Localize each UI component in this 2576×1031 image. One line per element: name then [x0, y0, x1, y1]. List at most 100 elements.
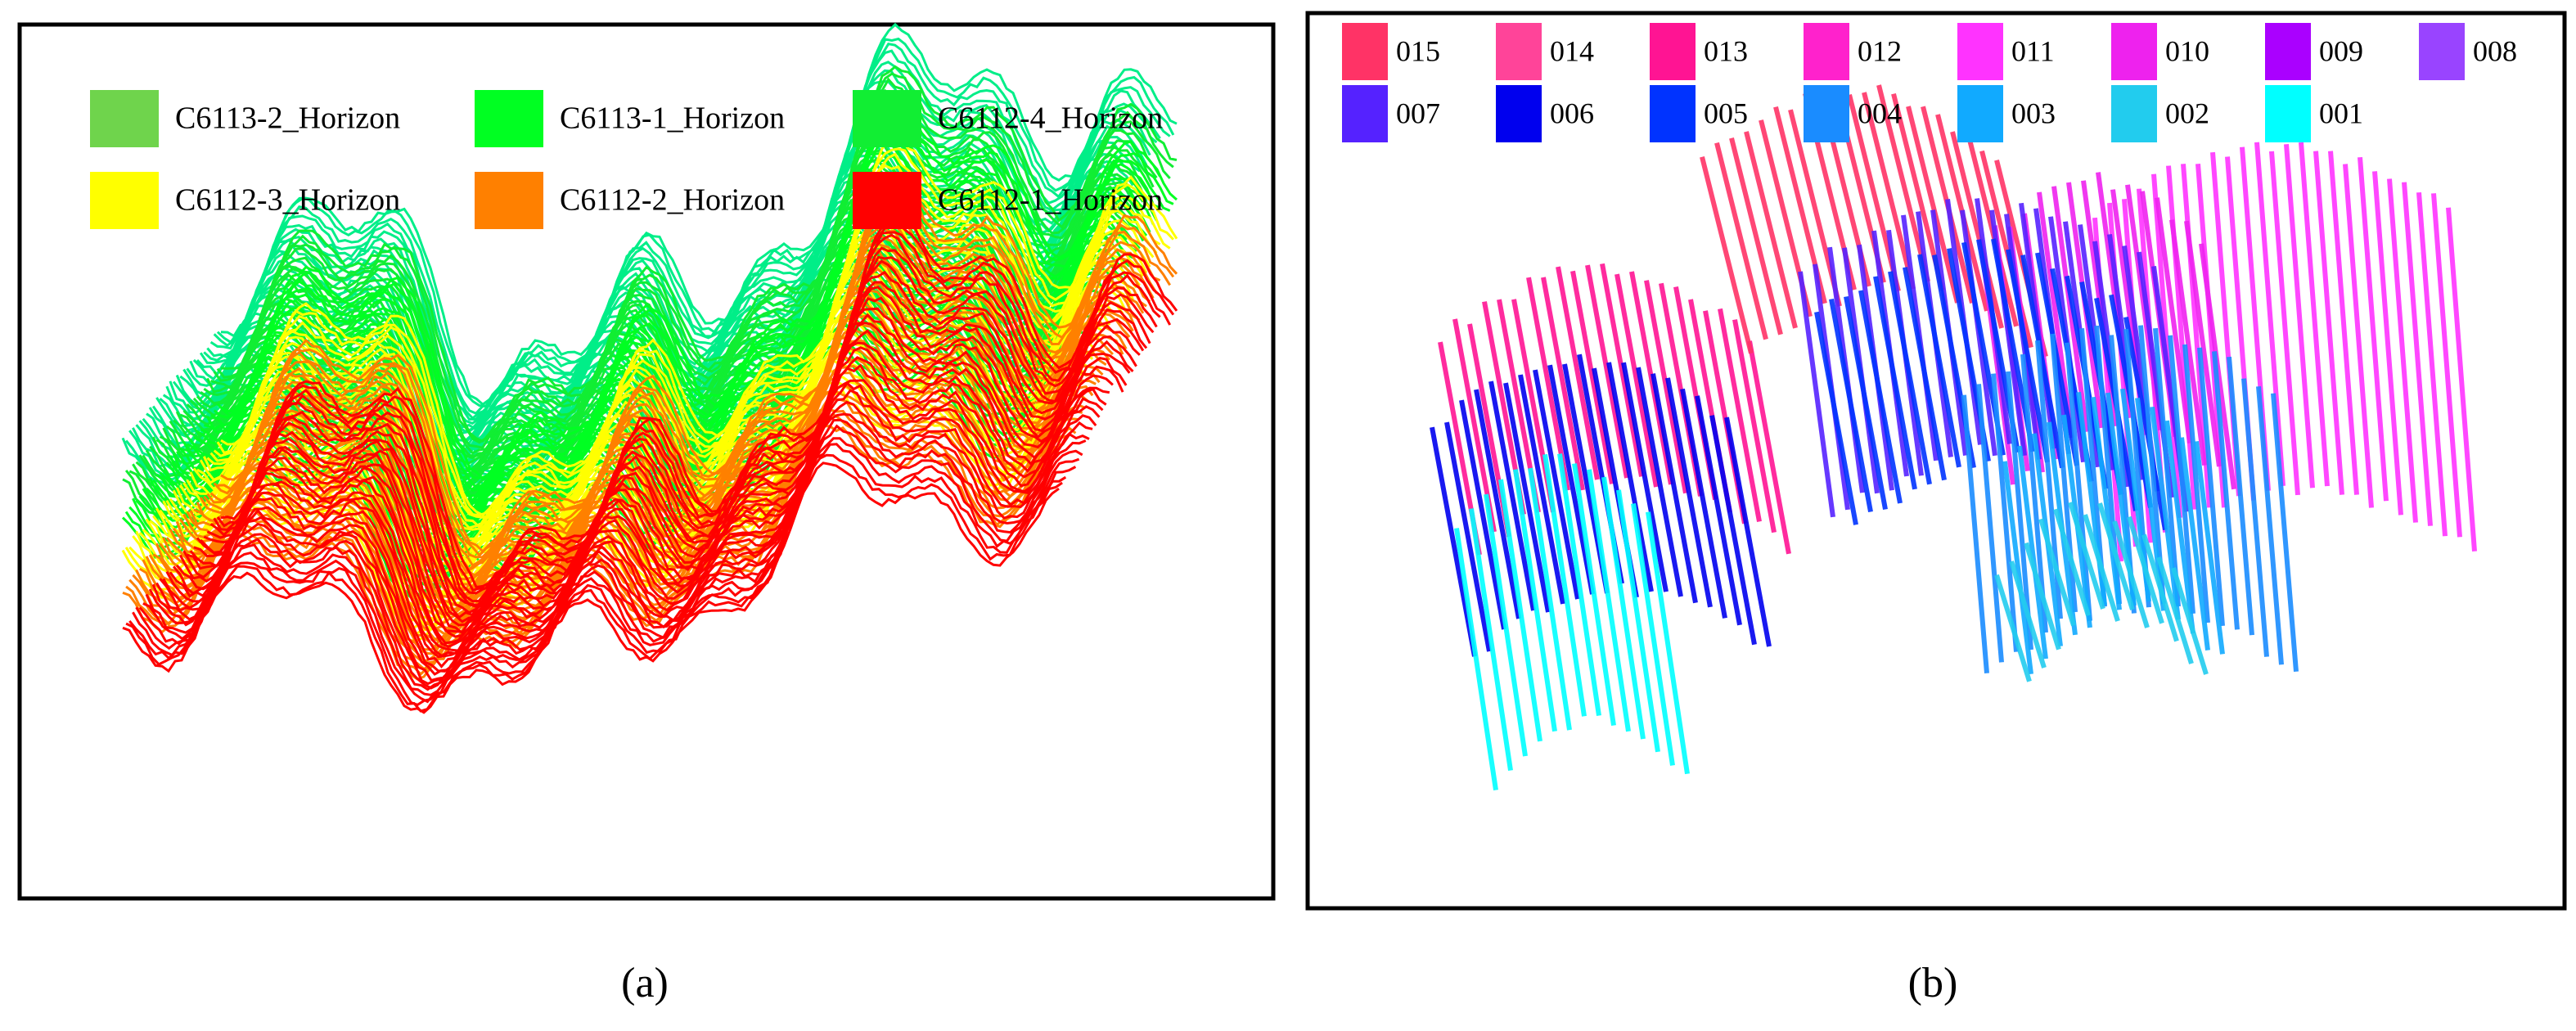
- legend-swatch: [1650, 85, 1696, 142]
- horizon-line: [186, 115, 1137, 451]
- horizon-line: [172, 329, 1124, 649]
- well-stick: [1606, 362, 1654, 592]
- legend-label: 002: [2165, 97, 2209, 129]
- well-stick: [1636, 367, 1683, 597]
- horizon-line: [193, 281, 1145, 624]
- well-stick: [2269, 151, 2300, 496]
- well-stick: [1994, 574, 2032, 682]
- well-stick: [1680, 388, 1727, 619]
- horizon-line: [151, 380, 1097, 676]
- well-stick: [2171, 567, 2209, 675]
- well-stick: [2017, 445, 2048, 660]
- well-stick: [1503, 382, 1551, 613]
- horizon-line: [192, 134, 1145, 476]
- horizon-line: [128, 443, 1067, 707]
- horizon-line: [213, 118, 1171, 489]
- panel-b-plot: [1430, 84, 2477, 790]
- legend-label: C6113-1_Horizon: [560, 101, 785, 136]
- well-stick: [1488, 380, 1536, 611]
- horizon-line: [220, 174, 1178, 554]
- horizon-line: [128, 408, 1066, 671]
- well-stick: [2053, 508, 2091, 617]
- well-stick: [2038, 518, 2076, 627]
- legend-swatch: [90, 172, 159, 229]
- well-stick: [1718, 308, 1762, 523]
- horizon-line: [176, 322, 1128, 645]
- well-stick: [2112, 520, 2150, 628]
- horizon-line: [165, 274, 1111, 583]
- horizon-line: [220, 214, 1178, 589]
- legend-swatch: [2111, 23, 2157, 80]
- well-stick: [1798, 271, 1835, 518]
- horizon-line: [182, 307, 1134, 633]
- well-stick: [1601, 476, 1646, 740]
- horizon-line: [220, 65, 1178, 443]
- well-stick: [2431, 193, 2462, 538]
- well-stick: [2155, 197, 2192, 444]
- horizon-line: [165, 346, 1110, 658]
- well-stick: [2156, 556, 2194, 664]
- well-stick: [2212, 351, 2240, 630]
- well-stick: [2051, 186, 2089, 433]
- legend-label: 009: [2319, 34, 2363, 67]
- horizon-line: [216, 218, 1175, 592]
- well-stick: [1556, 266, 1600, 480]
- well-stick: [2271, 393, 2299, 672]
- well-stick: [1651, 373, 1698, 604]
- well-stick: [1876, 84, 1930, 282]
- well-stick: [1744, 131, 1798, 329]
- well-stick: [2402, 182, 2433, 526]
- legend-swatch: [1496, 23, 1542, 80]
- well-stick: [2150, 406, 2181, 620]
- well-stick: [2127, 516, 2164, 624]
- well-stick: [2024, 542, 2061, 651]
- well-stick: [2065, 342, 2092, 622]
- well-stick: [2197, 347, 2225, 627]
- well-stick: [1631, 503, 1675, 766]
- horizon-line: [209, 164, 1161, 529]
- legend-swatch: [2265, 23, 2311, 80]
- well-stick: [1665, 377, 1713, 608]
- well-stick: [1621, 362, 1669, 592]
- horizon-line: [213, 43, 1171, 415]
- legend-label: 004: [1858, 97, 1902, 129]
- legend-label: 001: [2319, 97, 2363, 129]
- horizon-line: [216, 37, 1175, 407]
- horizon-line: [189, 286, 1141, 627]
- well-stick: [1484, 493, 1528, 757]
- well-stick: [1533, 369, 1580, 600]
- well-stick: [1888, 271, 1932, 485]
- legend-label: 003: [2011, 97, 2056, 129]
- well-stick: [2256, 385, 2284, 665]
- well-stick: [1906, 106, 1960, 304]
- horizon-line: [220, 101, 1178, 481]
- horizon-line: [209, 197, 1161, 568]
- well-stick: [1858, 290, 1903, 504]
- caption-a: (a): [621, 960, 669, 1006]
- horizon-line: [178, 313, 1131, 638]
- well-stick: [2254, 142, 2286, 487]
- well-stick: [2358, 156, 2389, 502]
- well-stick: [1646, 511, 1690, 775]
- well-stick: [1873, 276, 1917, 490]
- well-stick: [2179, 437, 2210, 651]
- horizon-line: [152, 345, 1097, 641]
- horizon-line: [209, 233, 1161, 603]
- legend-label: C6112-4_Horizon: [938, 101, 1163, 136]
- legend-label: 005: [1704, 97, 1748, 129]
- well-stick: [2372, 171, 2403, 516]
- well-stick: [1903, 267, 1947, 481]
- horizon-line: [206, 209, 1158, 571]
- well-stick: [2328, 151, 2359, 495]
- well-stick: [2083, 514, 2120, 622]
- horizon-line: [203, 219, 1155, 573]
- horizon-line: [142, 371, 1087, 651]
- well-stick: [1616, 489, 1660, 753]
- well-stick: [1518, 374, 1565, 605]
- well-stick: [2416, 191, 2448, 537]
- legend-swatch: [475, 90, 543, 147]
- well-stick: [2125, 184, 2163, 431]
- well-stick: [2227, 356, 2254, 636]
- horizon-line: [203, 255, 1155, 607]
- horizon-line: [135, 424, 1080, 696]
